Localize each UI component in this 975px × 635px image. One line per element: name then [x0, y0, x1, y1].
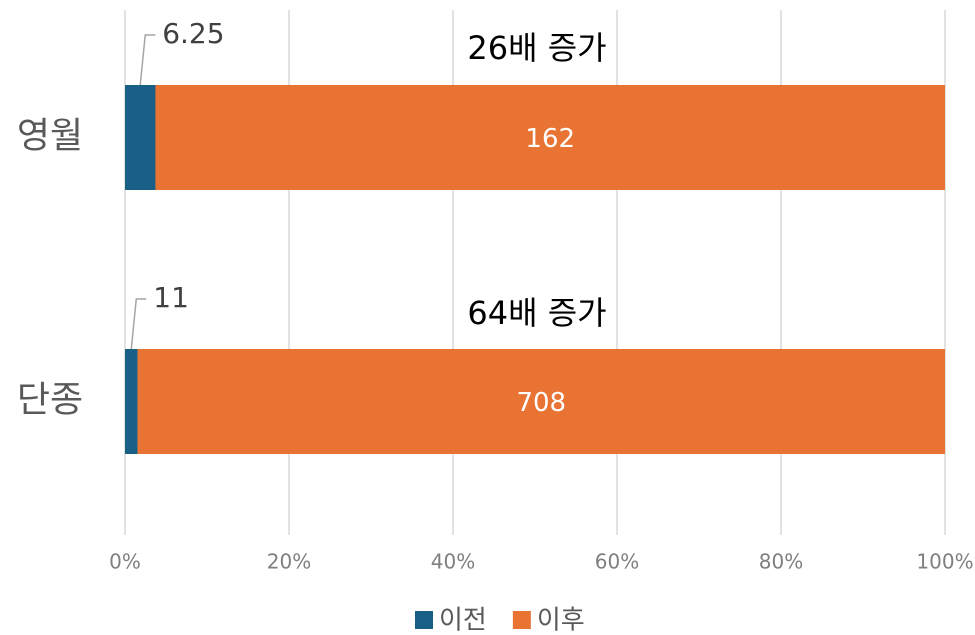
- data-label: 708: [516, 388, 566, 418]
- data-label: 162: [525, 124, 575, 154]
- legend-label: 이후: [537, 606, 585, 635]
- data-label: 11: [153, 281, 189, 314]
- x-tick-label: 100%: [916, 550, 973, 574]
- x-tick-label: 60%: [595, 550, 639, 574]
- bar-segment: [155, 85, 945, 190]
- bar-segment: [125, 349, 138, 454]
- legend-label: 이전: [439, 606, 487, 635]
- x-tick-label: 0%: [109, 550, 141, 574]
- bar-segment: [125, 85, 156, 190]
- category-label: 단종: [17, 380, 83, 421]
- legend-swatch: [415, 611, 433, 629]
- data-label: 6.25: [162, 17, 224, 50]
- bar-segment: [137, 349, 946, 454]
- leader-line: [139, 34, 156, 86]
- annotation: 26배 증가: [467, 29, 606, 67]
- category-label: 영월: [17, 116, 83, 157]
- leader-line: [130, 298, 147, 350]
- x-tick-label: 40%: [431, 550, 475, 574]
- annotation: 64배 증가: [467, 294, 606, 332]
- x-tick-label: 80%: [759, 550, 803, 574]
- legend-swatch: [512, 611, 531, 629]
- x-tick-label: 20%: [267, 550, 311, 574]
